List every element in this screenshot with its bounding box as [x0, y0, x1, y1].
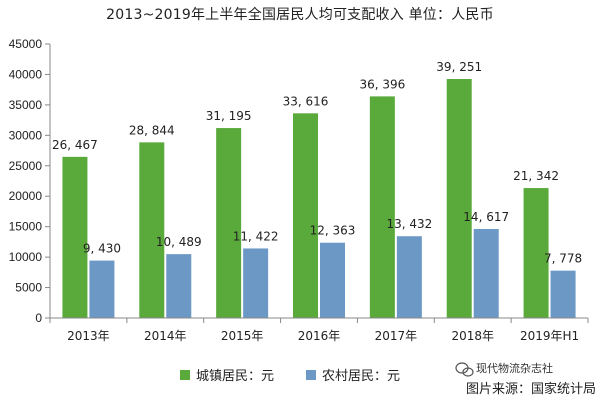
- y-tick-label: 10000: [9, 250, 43, 264]
- data-label-rural: 7, 778: [544, 252, 582, 266]
- bars: 26, 467 9, 430 28, 844 10, 489 31, 195 11, 42…: [52, 60, 582, 319]
- data-label-urban: 26, 467: [52, 138, 98, 152]
- y-axis: 0 5000 10000 15000 20000 25000 30000 35000 40000…: [9, 37, 51, 325]
- y-tick-label: 0: [35, 311, 42, 325]
- bar-rural: [243, 248, 269, 318]
- data-label-rural: 10, 489: [156, 235, 202, 249]
- y-tick-label: 15000: [9, 220, 43, 234]
- y-tick-label: 45000: [9, 37, 43, 51]
- data-label-urban: 36, 396: [359, 77, 405, 91]
- data-label-urban: 31, 195: [206, 109, 252, 123]
- source-note: 图片来源：国家统计局: [466, 381, 596, 397]
- y-tick-label: 30000: [9, 128, 43, 142]
- x-tick-label: 2016年: [298, 329, 341, 343]
- legend-label-rural: 农村居民：元: [322, 369, 400, 384]
- x-tick-label: 2019年H1: [520, 329, 579, 343]
- bar-urban: [216, 128, 242, 318]
- legend-swatch-urban: [180, 370, 190, 380]
- y-tick-label: 35000: [9, 98, 43, 112]
- bar-rural: [89, 260, 115, 318]
- y-tick-label: 5000: [15, 281, 42, 295]
- bar-rural: [473, 228, 499, 318]
- data-label-urban: 33, 616: [283, 94, 329, 108]
- data-label-rural: 11, 422: [233, 229, 279, 243]
- x-tick-label: 2014年: [144, 329, 187, 343]
- bar-rural: [396, 236, 422, 318]
- x-axis: 2013年 2014年 2015年 2016年 2017年 2018年 2019年H1: [49, 317, 589, 343]
- y-tick-label: 40000: [9, 67, 43, 81]
- data-label-urban: 39, 251: [436, 60, 482, 74]
- x-tick-label: 2018年: [451, 329, 494, 343]
- bar-rural: [166, 254, 192, 318]
- y-tick-label: 25000: [9, 159, 43, 173]
- legend-swatch-rural: [306, 370, 316, 380]
- wechat-icon: [455, 362, 474, 377]
- data-label-rural: 12, 363: [310, 224, 356, 238]
- x-tick-label: 2015年: [221, 329, 264, 343]
- bar-urban: [62, 156, 88, 318]
- x-tick-label: 2017年: [375, 329, 418, 343]
- bar-urban: [139, 142, 165, 318]
- bar-rural: [320, 242, 345, 318]
- data-label-rural: 13, 432: [386, 217, 432, 231]
- bar-urban: [369, 96, 395, 319]
- bar-urban: [293, 113, 318, 318]
- watermark: 现代物流杂志社: [455, 361, 553, 377]
- y-tick-label: 20000: [9, 189, 43, 203]
- legend: 城镇居民：元 农村居民：元: [180, 369, 400, 384]
- bar-urban: [523, 188, 549, 318]
- chart-title: 2013~2019年上半年全国居民人均可支配收入 单位：人民币: [106, 7, 494, 23]
- data-label-rural: 9, 430: [83, 242, 121, 256]
- bar-urban: [446, 79, 472, 318]
- data-label-rural: 14, 617: [463, 210, 509, 224]
- watermark-text: 现代物流杂志社: [476, 361, 553, 375]
- data-label-urban: 28, 844: [129, 123, 175, 137]
- x-tick-label: 2013年: [67, 329, 110, 343]
- data-label-urban: 21, 342: [513, 169, 559, 183]
- legend-label-urban: 城镇居民：元: [196, 369, 274, 384]
- bar-rural: [550, 270, 576, 318]
